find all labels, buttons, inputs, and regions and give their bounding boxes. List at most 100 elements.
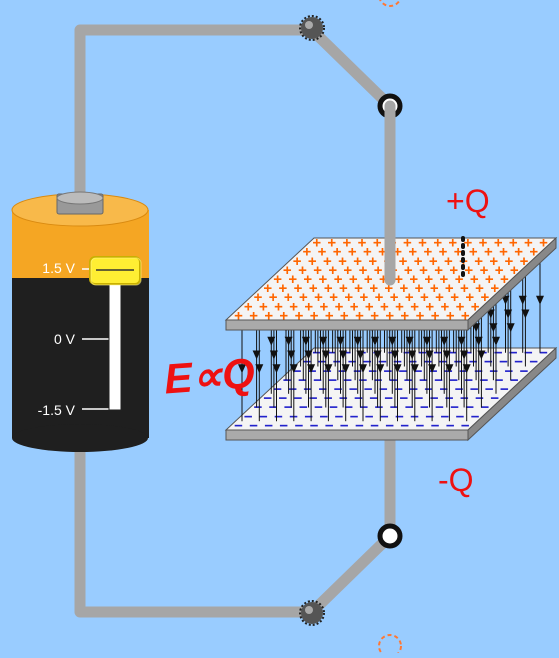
plus-charge: + [439, 244, 448, 261]
minus-charge: − [470, 381, 479, 398]
plus-charge: + [274, 298, 283, 315]
plus-charge: + [465, 289, 474, 306]
minus-charge: − [313, 372, 322, 389]
minus-charge: − [309, 390, 318, 407]
minus-charge: − [374, 372, 383, 389]
plus-charge: + [514, 244, 523, 261]
plus-charges: + + + + + + + + + + + + + + + ++ + + + + + + + + + + + + + + ++ + + + + + + +… [234, 235, 548, 325]
plus-charge: + [390, 289, 399, 306]
plus-charge: + [294, 280, 303, 297]
minus-charge: − [298, 372, 307, 389]
plus-charge: + [323, 253, 332, 270]
contact-bottom-icon [377, 523, 403, 549]
plus-charge: + [470, 271, 479, 288]
field-line [521, 268, 530, 367]
plus-charge: + [450, 289, 459, 306]
plus-charge: + [440, 271, 449, 288]
plus-charge: + [289, 298, 298, 315]
minus-charge: − [259, 408, 268, 425]
plus-charge: + [310, 307, 319, 324]
plus-charge: + [374, 262, 383, 279]
plus-charge: + [354, 280, 363, 297]
voltage-slider-handle[interactable] [89, 256, 142, 286]
minus-charge: − [335, 408, 344, 425]
minus-charge: − [389, 372, 398, 389]
plus-charge: + [430, 280, 439, 297]
plus-charge: + [298, 262, 307, 279]
minus-charge: − [375, 399, 384, 416]
minus-charge: − [420, 399, 429, 416]
plus-charge: + [363, 244, 372, 261]
minus-charge: − [394, 381, 403, 398]
switch-pivot-bottom-icon[interactable] [299, 600, 325, 626]
plus-charge: + [500, 271, 509, 288]
minus-charge: − [279, 390, 288, 407]
wire-top-switch-arm[interactable] [306, 24, 396, 112]
minus-charge: − [395, 408, 404, 425]
minus-charge: − [429, 363, 438, 380]
minus-charge: − [355, 417, 364, 434]
bottom-charge-label: -Q [438, 462, 474, 498]
voltage-label-top: 1.5 V [42, 260, 75, 276]
plus-charge: + [469, 244, 478, 261]
minus-charge: − [334, 381, 343, 398]
minus-charge: − [509, 345, 518, 362]
plus-charge: + [263, 280, 272, 297]
voltage-slider-track[interactable] [108, 268, 122, 411]
plus-charge: + [312, 235, 321, 252]
plus-charge: + [273, 271, 282, 288]
switch-pivot-top-icon[interactable] [299, 15, 325, 41]
alt-contact-bottom-icon[interactable] [378, 634, 402, 658]
plus-charge: + [445, 280, 454, 297]
minus-charge: − [431, 417, 440, 434]
plus-charge: + [378, 244, 387, 261]
plus-charge: + [293, 253, 302, 270]
minus-charge: − [263, 390, 272, 407]
minus-charge: − [455, 381, 464, 398]
minus-charge: − [485, 381, 494, 398]
minus-charge: − [430, 390, 439, 407]
wire-bottom-switch-arm[interactable] [306, 530, 396, 618]
field-line [255, 323, 264, 422]
plus-charge: + [490, 280, 499, 297]
minus-charge: − [434, 372, 443, 389]
plus-charge: + [509, 235, 518, 252]
minus-charge: − [360, 399, 369, 416]
minus-charge: − [494, 345, 503, 362]
plus-charge: + [380, 298, 389, 315]
plus-charge: + [349, 271, 358, 288]
plus-charge: + [308, 253, 317, 270]
plus-charge: + [479, 235, 488, 252]
plus-charge: + [358, 235, 367, 252]
plus-charge: + [464, 235, 473, 252]
minus-charge: − [405, 399, 414, 416]
minus-charge: − [529, 354, 538, 371]
minus-charge: − [495, 372, 504, 389]
minus-charge: − [500, 381, 509, 398]
alt-contact-top-icon[interactable] [379, 0, 401, 7]
minus-charge: − [403, 345, 412, 362]
plus-charge: + [520, 253, 529, 270]
plus-charge: + [375, 289, 384, 306]
plus-charge: + [303, 244, 312, 261]
plus-charge: + [279, 307, 288, 324]
plus-charge: + [309, 280, 318, 297]
minus-charge: − [340, 417, 349, 434]
minus-charge: − [481, 399, 490, 416]
wire-top-left [74, 24, 318, 206]
plus-charge: + [340, 307, 349, 324]
minus-charge: − [524, 345, 533, 362]
plus-charge: + [414, 253, 423, 270]
plus-charge: + [304, 298, 313, 315]
plus-charge: + [335, 298, 344, 315]
minus-charge: − [264, 417, 273, 434]
plus-charge: + [495, 262, 504, 279]
minus-charge: − [254, 399, 263, 416]
minus-charge: − [444, 363, 453, 380]
field-line [272, 323, 281, 422]
field-line [307, 323, 316, 422]
plus-charge: + [499, 244, 508, 261]
plus-charge: + [269, 289, 278, 306]
